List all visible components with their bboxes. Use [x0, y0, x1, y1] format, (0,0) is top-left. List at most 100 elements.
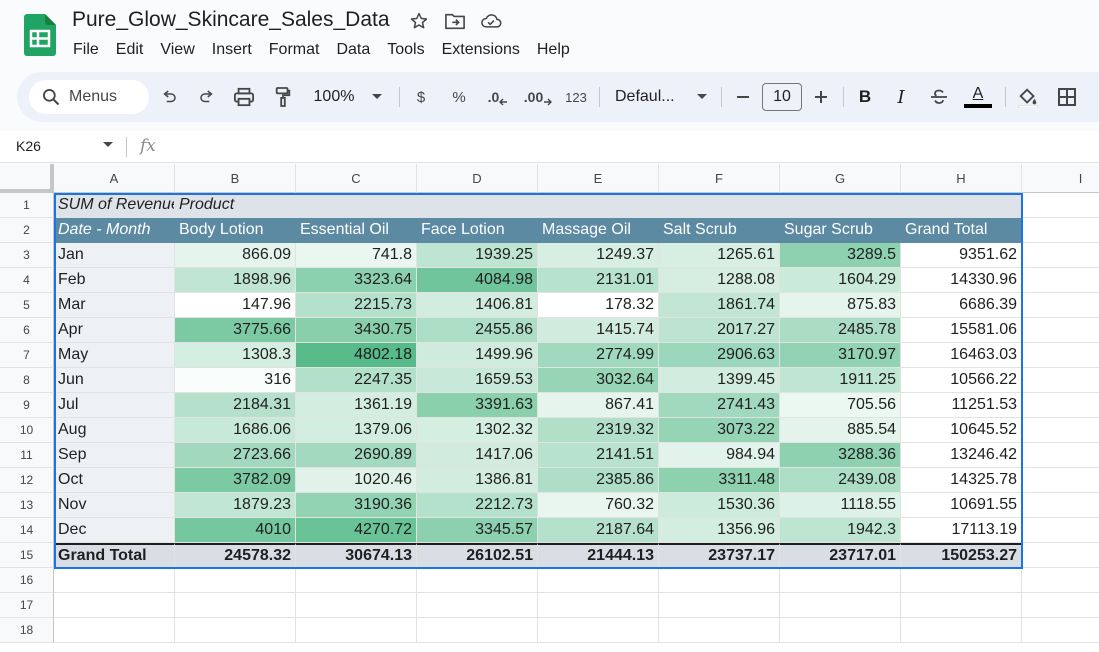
row-header-1[interactable]: 1: [0, 193, 54, 218]
revenue-cell[interactable]: 1879.23: [175, 493, 296, 518]
row-header-9[interactable]: 9: [0, 393, 54, 418]
select-all-corner[interactable]: [0, 164, 54, 193]
revenue-cell[interactable]: 316: [175, 368, 296, 393]
row-header-12[interactable]: 12: [0, 468, 54, 493]
revenue-cell[interactable]: 1415.74: [538, 318, 659, 343]
increase-decimal-button[interactable]: .00: [523, 85, 553, 109]
empty-cell[interactable]: [1022, 468, 1099, 493]
revenue-cell[interactable]: 2131.01: [538, 268, 659, 293]
revenue-cell[interactable]: 3311.48: [659, 468, 780, 493]
revenue-cell[interactable]: 3782.09: [175, 468, 296, 493]
grand-total-cell[interactable]: 30674.13: [296, 543, 417, 568]
revenue-cell[interactable]: 2455.86: [417, 318, 538, 343]
revenue-cell[interactable]: 2385.86: [538, 468, 659, 493]
row-header-6[interactable]: 6: [0, 318, 54, 343]
row-total-cell[interactable]: 17113.19: [901, 518, 1022, 543]
revenue-cell[interactable]: 1302.32: [417, 418, 538, 443]
row-header-10[interactable]: 10: [0, 418, 54, 443]
revenue-cell[interactable]: 2212.73: [417, 493, 538, 518]
revenue-cell[interactable]: 1020.46: [296, 468, 417, 493]
menu-insert[interactable]: Insert: [211, 41, 252, 58]
more-formats-button[interactable]: 123: [565, 89, 587, 105]
revenue-cell[interactable]: 4802.18: [296, 343, 417, 368]
revenue-cell[interactable]: 3345.57: [417, 518, 538, 543]
empty-cell[interactable]: [1022, 443, 1099, 468]
revenue-cell[interactable]: 4270.72: [296, 518, 417, 543]
empty-cell[interactable]: [296, 568, 417, 593]
revenue-cell[interactable]: 1530.36: [659, 493, 780, 518]
revenue-cell[interactable]: 3430.75: [296, 318, 417, 343]
revenue-cell[interactable]: 1417.06: [417, 443, 538, 468]
revenue-cell[interactable]: 2141.51: [538, 443, 659, 468]
grand-total-cell[interactable]: 26102.51: [417, 543, 538, 568]
column-header-f[interactable]: F: [659, 164, 780, 193]
revenue-cell[interactable]: 3289.5: [780, 243, 901, 268]
empty-cell[interactable]: [1022, 368, 1099, 393]
empty-cell[interactable]: [901, 618, 1022, 643]
percent-format-button[interactable]: %: [452, 88, 466, 106]
minus-icon[interactable]: [733, 85, 753, 109]
star-icon[interactable]: [408, 10, 430, 32]
row-header-8[interactable]: 8: [0, 368, 54, 393]
revenue-cell[interactable]: 2485.78: [780, 318, 901, 343]
menu-view[interactable]: View: [160, 41, 195, 58]
revenue-cell[interactable]: 2215.73: [296, 293, 417, 318]
empty-cell[interactable]: [1022, 193, 1099, 218]
column-header-c[interactable]: C: [296, 164, 417, 193]
empty-cell[interactable]: [1022, 593, 1099, 618]
cloud-status-icon[interactable]: [480, 10, 502, 32]
currency-format-button[interactable]: $: [416, 88, 426, 106]
italic-button[interactable]: I: [897, 86, 905, 108]
row-header-13[interactable]: 13: [0, 493, 54, 518]
revenue-cell[interactable]: 3190.36: [296, 493, 417, 518]
empty-cell[interactable]: [659, 618, 780, 643]
revenue-cell[interactable]: 2184.31: [175, 393, 296, 418]
revenue-cell[interactable]: 2247.35: [296, 368, 417, 393]
row-header-2[interactable]: 2: [0, 218, 54, 243]
print-icon[interactable]: [231, 85, 257, 109]
column-header-h[interactable]: H: [901, 164, 1022, 193]
revenue-cell[interactable]: 2319.32: [538, 418, 659, 443]
plus-icon[interactable]: [811, 85, 831, 109]
empty-cell[interactable]: [1022, 543, 1099, 568]
document-title[interactable]: Pure_Glow_Skincare_Sales_Data: [72, 8, 390, 31]
empty-cell[interactable]: [780, 618, 901, 643]
revenue-cell[interactable]: 1499.96: [417, 343, 538, 368]
menu-format[interactable]: Format: [268, 41, 320, 58]
font-size-input[interactable]: 10: [762, 83, 802, 111]
revenue-cell[interactable]: 2774.99: [538, 343, 659, 368]
revenue-cell[interactable]: 3775.66: [175, 318, 296, 343]
text-color-button[interactable]: A: [963, 85, 993, 109]
empty-cell[interactable]: [659, 568, 780, 593]
column-header-e[interactable]: E: [538, 164, 659, 193]
empty-cell[interactable]: [780, 568, 901, 593]
revenue-cell[interactable]: 760.32: [538, 493, 659, 518]
row-total-cell[interactable]: 13246.42: [901, 443, 1022, 468]
revenue-cell[interactable]: 1288.08: [659, 268, 780, 293]
empty-cell[interactable]: [538, 593, 659, 618]
zoom-select[interactable]: 100%: [313, 88, 355, 105]
revenue-cell[interactable]: 3170.97: [780, 343, 901, 368]
revenue-cell[interactable]: 1399.45: [659, 368, 780, 393]
revenue-cell[interactable]: 1265.61: [659, 243, 780, 268]
column-header-b[interactable]: B: [175, 164, 296, 193]
row-header-17[interactable]: 17: [0, 593, 54, 618]
revenue-cell[interactable]: 147.96: [175, 293, 296, 318]
undo-icon[interactable]: [157, 85, 181, 109]
menu-file[interactable]: File: [73, 41, 99, 58]
revenue-cell[interactable]: 867.41: [538, 393, 659, 418]
empty-cell[interactable]: [175, 618, 296, 643]
empty-cell[interactable]: [1022, 343, 1099, 368]
empty-cell[interactable]: [296, 593, 417, 618]
revenue-cell[interactable]: 741.8: [296, 243, 417, 268]
revenue-cell[interactable]: 2439.08: [780, 468, 901, 493]
row-total-cell[interactable]: 9351.62: [901, 243, 1022, 268]
row-total-cell[interactable]: 6686.39: [901, 293, 1022, 318]
revenue-cell[interactable]: 3073.22: [659, 418, 780, 443]
grand-total-cell[interactable]: 23717.01: [780, 543, 901, 568]
revenue-cell[interactable]: 3032.64: [538, 368, 659, 393]
row-total-cell[interactable]: 16463.03: [901, 343, 1022, 368]
revenue-cell[interactable]: 1942.3: [780, 518, 901, 543]
empty-cell[interactable]: [780, 593, 901, 618]
revenue-cell[interactable]: 1406.81: [417, 293, 538, 318]
